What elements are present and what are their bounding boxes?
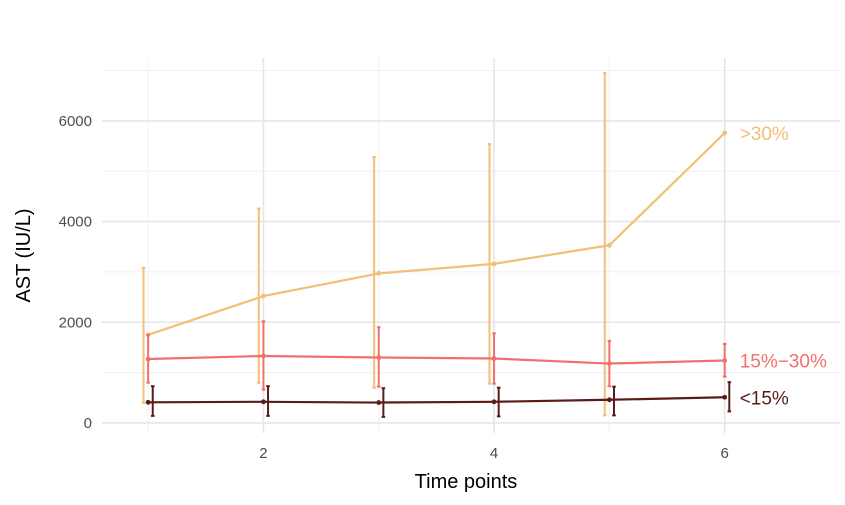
data-point — [606, 361, 612, 366]
series-2 — [145, 381, 732, 418]
data-point — [145, 356, 151, 362]
x-tick-label: 2 — [259, 445, 267, 462]
y-tick-label: 4000 — [59, 214, 92, 231]
y-tick-label: 0 — [84, 415, 92, 432]
series-layer — [141, 72, 732, 418]
y-tick-labels: 0 2000 4000 6000 — [59, 113, 92, 432]
minor-grid — [102, 58, 840, 433]
data-point — [722, 358, 728, 363]
series-line — [147, 132, 726, 336]
data-point — [491, 261, 497, 267]
x-tick-label: 4 — [490, 445, 498, 462]
series-labels: >30% 15%−30% <15% — [740, 124, 827, 409]
data-point — [376, 271, 382, 276]
x-axis-title: Time points — [415, 471, 518, 493]
data-point — [261, 399, 266, 405]
series-1 — [145, 320, 728, 391]
data-point — [722, 130, 728, 136]
x-tick-labels: 2 4 6 — [259, 445, 729, 462]
data-point — [491, 356, 497, 361]
data-point — [145, 399, 151, 405]
series-label: >30% — [740, 124, 789, 145]
data-point — [261, 353, 266, 359]
data-point — [491, 399, 497, 405]
data-point — [606, 397, 612, 403]
data-point — [722, 394, 728, 400]
series-0 — [141, 72, 728, 417]
data-point — [376, 400, 382, 405]
data-point — [376, 355, 382, 360]
data-point — [261, 293, 266, 299]
series-label: <15% — [740, 388, 789, 409]
y-tick-label: 6000 — [59, 113, 92, 130]
x-tick-label: 6 — [721, 445, 729, 462]
y-axis-title: AST (IU/L) — [13, 208, 35, 302]
series-label: 15%−30% — [740, 352, 827, 373]
major-grid — [102, 58, 840, 433]
series-line — [148, 396, 725, 404]
y-tick-label: 2000 — [59, 314, 92, 331]
series-line — [148, 354, 725, 365]
data-point — [606, 242, 612, 248]
